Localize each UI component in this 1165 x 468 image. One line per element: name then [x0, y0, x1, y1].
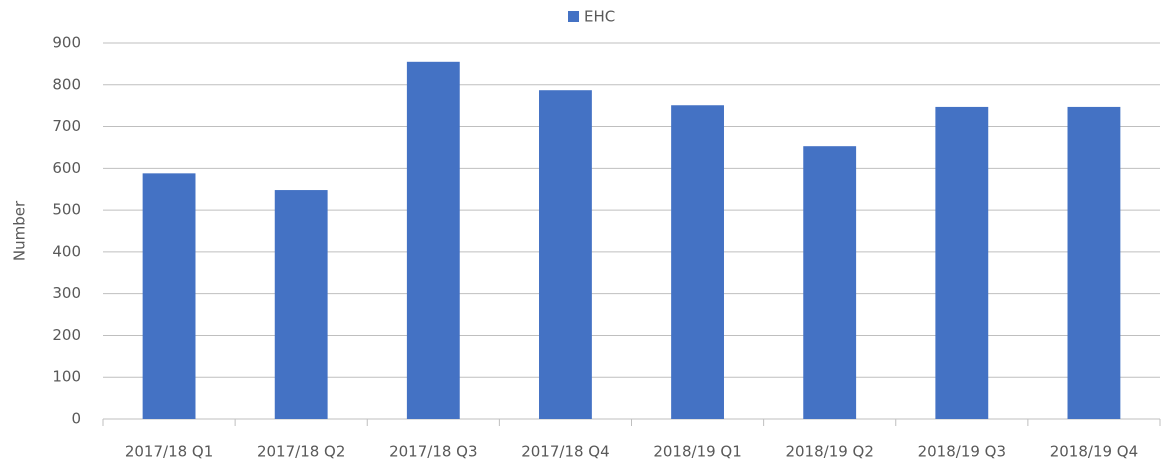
bar — [671, 105, 724, 419]
legend-swatch — [568, 11, 579, 22]
x-tick-label: 2018/19 Q3 — [918, 443, 1006, 461]
bar — [142, 173, 196, 419]
y-tick-label: 800 — [52, 75, 81, 93]
x-tick-label: 2018/19 Q4 — [1050, 443, 1138, 461]
x-tick-label: 2017/18 Q2 — [257, 443, 345, 461]
y-tick-label: 200 — [52, 326, 81, 344]
y-tick-label: 400 — [52, 242, 81, 260]
y-tick-label: 700 — [52, 117, 81, 135]
y-tick-label: 100 — [52, 368, 81, 386]
x-tick-label: 2017/18 Q3 — [389, 443, 477, 461]
y-tick-label: 0 — [71, 410, 81, 428]
x-tick-label: 2017/18 Q4 — [521, 443, 609, 461]
y-tick-label: 600 — [52, 159, 81, 177]
bar — [803, 146, 857, 420]
y-axis-label: Number — [11, 200, 29, 261]
y-tick-label: 900 — [52, 34, 81, 52]
bar — [274, 190, 328, 419]
bar — [1067, 106, 1121, 420]
legend-label: EHC — [584, 8, 615, 26]
bar — [406, 61, 460, 420]
x-tick-label: 2018/19 Q2 — [785, 443, 873, 461]
bar — [935, 106, 989, 420]
y-tick-label: 300 — [52, 284, 81, 302]
y-tick-label: 500 — [52, 201, 81, 219]
x-tick-label: 2017/18 Q1 — [125, 443, 213, 461]
bar — [539, 90, 592, 419]
x-tick-label: 2018/19 Q1 — [653, 443, 741, 461]
